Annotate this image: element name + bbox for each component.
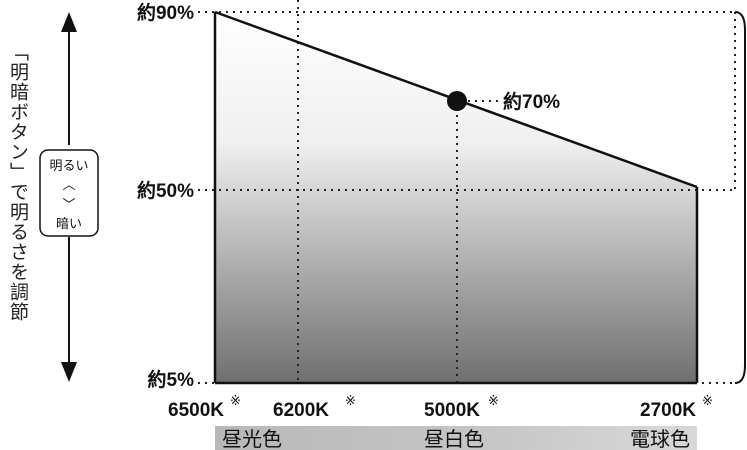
band-natural-white: 昼白色: [424, 427, 484, 450]
color-temperature-band: [215, 426, 697, 450]
chevron-down-icon: ﹀: [62, 198, 75, 213]
x-label-6200: 6200K ※: [273, 394, 356, 421]
y-label-top: 約90%: [137, 1, 194, 24]
svg-text:※: ※: [488, 394, 499, 409]
bright-label: 明るい: [49, 159, 88, 174]
x-label-2700: 2700K ※: [640, 394, 713, 421]
svg-text:※: ※: [702, 394, 713, 409]
svg-text:2700K: 2700K: [640, 400, 696, 421]
svg-text:6500K: 6500K: [168, 400, 224, 421]
svg-text:※: ※: [345, 394, 356, 409]
point-70: [447, 91, 467, 111]
x-label-6500: 6500K ※: [168, 394, 241, 421]
svg-text:※: ※: [230, 394, 241, 409]
x-label-5000: 5000K ※: [424, 394, 499, 421]
band-warm-white: 電球色: [630, 427, 690, 450]
svg-text:5000K: 5000K: [424, 400, 480, 421]
y-label-mid: 約50%: [137, 179, 194, 202]
svg-text:6200K: 6200K: [273, 400, 329, 421]
brightness-legend-box: 明るい ︿ ﹀ 暗い: [39, 149, 99, 237]
dark-label: 暗い: [56, 217, 82, 232]
brightness-area: [215, 12, 697, 383]
range-bracket: [734, 11, 746, 384]
double-arrow-icon: [61, 12, 77, 382]
chevron-up-icon: ︿: [62, 178, 75, 193]
y-label-bottom: 約5%: [148, 368, 195, 391]
band-daylight: 昼光色: [222, 427, 282, 450]
guide-lines: [198, 0, 736, 384]
point-label: 約70%: [503, 90, 560, 113]
side-caption: 「明暗ボタン」で明るさを調節: [7, 42, 29, 322]
